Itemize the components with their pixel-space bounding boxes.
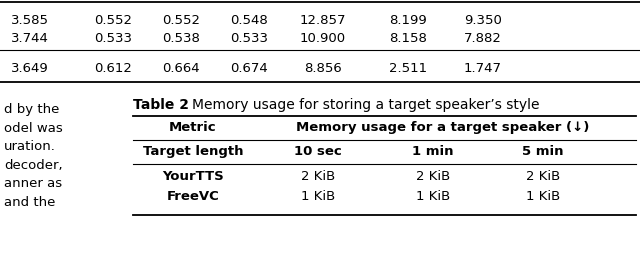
Text: 3.585: 3.585 [11, 14, 49, 27]
Text: and the: and the [4, 196, 56, 209]
Text: Target length: Target length [143, 145, 243, 158]
Text: 0.612: 0.612 [94, 62, 132, 75]
Text: odel was: odel was [4, 122, 63, 134]
Text: 0.552: 0.552 [162, 14, 200, 27]
Text: 8.199: 8.199 [389, 14, 427, 27]
Text: FreeVC: FreeVC [166, 190, 220, 203]
Text: 8.856: 8.856 [304, 62, 342, 75]
Text: 3.649: 3.649 [11, 62, 49, 75]
Text: 1 KiB: 1 KiB [526, 190, 560, 203]
Text: : Memory usage for storing a target speaker’s style: : Memory usage for storing a target spea… [183, 98, 540, 112]
Text: 0.664: 0.664 [162, 62, 200, 75]
Text: 2 KiB: 2 KiB [301, 170, 335, 183]
Text: Table 2: Table 2 [133, 98, 189, 112]
Text: 0.538: 0.538 [162, 32, 200, 45]
Text: 3.744: 3.744 [11, 32, 49, 45]
Text: 2.511: 2.511 [389, 62, 427, 75]
Text: 2 KiB: 2 KiB [526, 170, 560, 183]
Text: 10.900: 10.900 [300, 32, 346, 45]
Text: 1 KiB: 1 KiB [301, 190, 335, 203]
Text: 0.533: 0.533 [230, 32, 268, 45]
Text: 10 sec: 10 sec [294, 145, 342, 158]
Text: Metric: Metric [169, 121, 217, 134]
Text: 1 KiB: 1 KiB [416, 190, 450, 203]
Text: d by the: d by the [4, 103, 60, 116]
Text: 0.548: 0.548 [230, 14, 268, 27]
Text: YourTTS: YourTTS [162, 170, 224, 183]
Text: uration.: uration. [4, 140, 56, 153]
Text: 12.857: 12.857 [300, 14, 346, 27]
Text: 1 min: 1 min [412, 145, 454, 158]
Text: 0.674: 0.674 [230, 62, 268, 75]
Text: 2 KiB: 2 KiB [416, 170, 450, 183]
Text: 0.533: 0.533 [94, 32, 132, 45]
Text: decoder,: decoder, [4, 159, 63, 172]
Text: 5 min: 5 min [522, 145, 564, 158]
Text: 0.552: 0.552 [94, 14, 132, 27]
Text: anner as: anner as [4, 177, 62, 190]
Text: 1.747: 1.747 [464, 62, 502, 75]
Text: 7.882: 7.882 [464, 32, 502, 45]
Text: 9.350: 9.350 [464, 14, 502, 27]
Text: Memory usage for a target speaker (↓): Memory usage for a target speaker (↓) [296, 121, 589, 134]
Text: 8.158: 8.158 [389, 32, 427, 45]
